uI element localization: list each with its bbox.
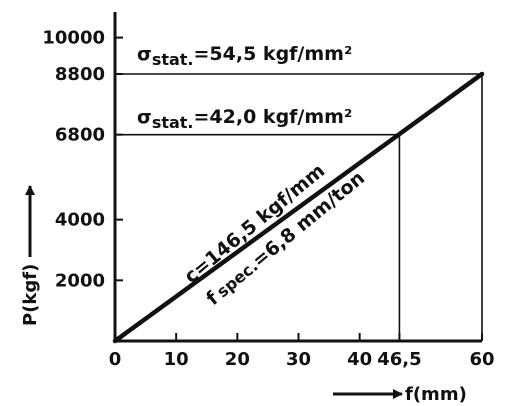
x-tick-label: 0	[109, 349, 122, 370]
y-tick-label: 2000	[55, 270, 105, 291]
y-axis-label: P(kgf)	[20, 264, 41, 326]
x-tick-label: 40	[347, 349, 372, 370]
series	[112, 71, 485, 344]
x-tick-label: 60	[469, 349, 494, 370]
x-tick-label: 46,5	[377, 349, 421, 370]
reference-lines	[115, 73, 483, 341]
x-axis-label: f(mm)	[405, 384, 467, 405]
y-ticks: 2000 4000 6800 8800 10000	[42, 28, 123, 291]
y-tick-label: 4000	[55, 210, 105, 231]
y-tick-label: 8800	[55, 64, 105, 85]
sigma-upper-annotation: σstat.=54,5 kgf/mm²	[137, 43, 352, 69]
series-line	[112, 71, 485, 344]
x-tick-label: 20	[225, 349, 250, 370]
x-tick-label: 30	[286, 349, 311, 370]
sigma-lower-annotation: σstat.=42,0 kgf/mm²	[137, 106, 352, 132]
y-tick-label: 10000	[42, 28, 105, 49]
x-ticks: 0 10 20 30 40 46,5 60	[109, 333, 495, 370]
x-tick-label: 10	[164, 349, 189, 370]
y-tick-label: 6800	[55, 125, 105, 146]
